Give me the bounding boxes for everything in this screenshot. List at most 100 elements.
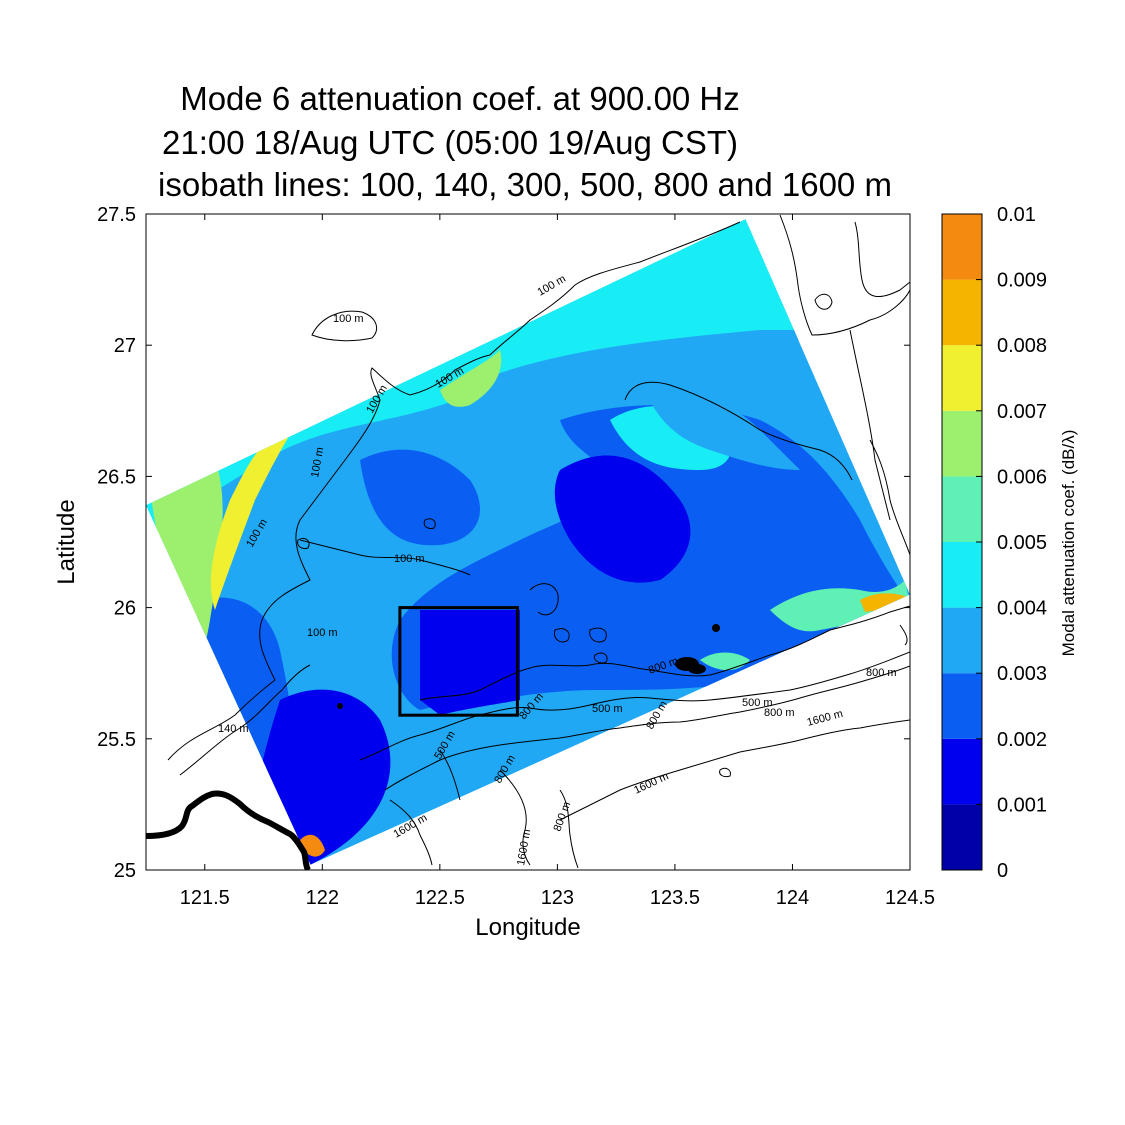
field-color-band <box>210 420 300 610</box>
isobath-100m-north <box>489 221 741 356</box>
isobath-100m-east <box>779 214 910 336</box>
colorbar-segment <box>942 345 982 411</box>
colorbar-tick-label: 0 <box>997 860 1008 882</box>
colorbar-tick-label: 0.002 <box>997 729 1047 751</box>
isobath-small-3 <box>553 628 570 643</box>
isobath-small-6 <box>593 652 608 664</box>
isobath-label: 100 m <box>307 627 338 639</box>
isobath-label: 100 m <box>536 273 568 299</box>
colorbar-tick-label: 0.008 <box>997 335 1047 357</box>
colorbar-segment <box>942 804 982 870</box>
x-axis: 121.5 122 122.5 123 123.5 124 124.5 <box>180 214 935 909</box>
y-tick-label: 27.5 <box>97 204 136 226</box>
isobath-small-2 <box>589 627 607 643</box>
x-tick-label: 123.5 <box>650 887 700 909</box>
isobath-label: 1600 m <box>515 828 533 866</box>
colorbar-tick-label: 0.007 <box>997 401 1047 423</box>
colorbar-tick-label: 0.001 <box>997 794 1047 816</box>
colorbar-segment <box>942 214 982 280</box>
isobath-100m-island <box>311 310 378 342</box>
y-tick-label: 26 <box>114 598 136 620</box>
isobath-small-5 <box>297 537 310 549</box>
chart-title-line-3: isobath lines: 100, 140, 300, 500, 800 a… <box>158 166 892 203</box>
colorbar-segment <box>942 673 982 739</box>
isobath-label: 100 m <box>394 553 425 565</box>
isobath-label: 500 m <box>742 697 773 709</box>
field-color-band <box>770 580 910 632</box>
colorbar-segment <box>942 738 982 805</box>
field-color-band <box>860 593 910 612</box>
x-tick-label: 121.5 <box>180 887 230 909</box>
x-tick-label: 122.5 <box>415 887 465 909</box>
y-axis: 25 25.5 26 26.5 27 27.5 <box>97 204 910 882</box>
field-color-band <box>700 652 750 671</box>
y-tick-label: 25 <box>114 860 136 882</box>
x-tick-label: 124 <box>776 887 809 909</box>
isobath-label: 1600 m <box>806 708 845 729</box>
isobath-140m <box>179 664 311 776</box>
chart-title-line-2: 21:00 18/Aug UTC (05:00 19/Aug CST) <box>162 124 738 161</box>
x-axis-label: Longitude <box>475 914 580 941</box>
isobath-shelf-edge-1 <box>419 605 910 701</box>
colorbar-segment <box>942 476 982 542</box>
isobath-trench-1 <box>499 769 531 866</box>
island-markers <box>337 624 720 709</box>
colorbar-tick-label: 0.006 <box>997 466 1047 488</box>
isobath-label: 1600 m <box>632 770 670 796</box>
colorbar-segment <box>942 607 982 674</box>
isobath-trench-2 <box>559 789 579 869</box>
field-color-band <box>150 460 223 670</box>
coastline <box>146 790 311 870</box>
y-tick-label: 25.5 <box>97 729 136 751</box>
isobath-label: 500 m <box>592 703 623 715</box>
colorbar-segment <box>942 410 982 477</box>
isobath-100m-west <box>167 354 491 761</box>
isobath-100m-ring <box>814 293 833 310</box>
isobath-100m-center <box>299 539 471 576</box>
colorbar-segment <box>942 542 982 608</box>
highlight-region-box <box>398 606 519 717</box>
isobath-label: 140 m <box>218 723 249 735</box>
isobath-small-1 <box>529 583 559 616</box>
plot-frame <box>145 213 911 871</box>
isobath-small-4 <box>423 518 436 529</box>
field-color-band <box>420 610 520 715</box>
colorbar-segment <box>942 279 982 346</box>
isobath-lines <box>167 214 910 869</box>
isobath-label: 100 m <box>333 313 364 325</box>
isobath-shelf-ne <box>849 329 891 521</box>
field-color-band <box>640 370 800 470</box>
isobath-300m-ridge <box>624 381 853 481</box>
isobath-label: 100 m <box>309 446 326 478</box>
isobath-1600m <box>559 719 910 821</box>
colorbar-label: Modal attenuation coef. (dB/λ) <box>1059 430 1078 657</box>
isobath-trench-4 <box>389 799 433 866</box>
isobath-ne-steps <box>869 439 910 556</box>
isobath-ne-loop <box>899 624 908 646</box>
y-tick-label: 27 <box>114 335 136 357</box>
colorbar-tick-label: 0.005 <box>997 532 1047 554</box>
isobath-label: 800 m <box>866 667 897 679</box>
isobath-500m <box>359 651 910 761</box>
isobath-label: 800 m <box>764 707 795 719</box>
field-color-band <box>480 330 800 430</box>
isobath-small-7 <box>719 767 731 778</box>
field-color-band <box>554 455 691 583</box>
isobath-label: 800 m <box>552 800 574 833</box>
colorbar: 0 0.001 0.002 0.003 0.004 0.005 0.006 0.007 0.00… <box>941 204 1047 882</box>
isobath-trench-3 <box>439 749 461 801</box>
chart-title-line-1: Mode 6 attenuation coef. at 900.00 Hz <box>180 80 740 117</box>
x-tick-label: 123 <box>541 887 574 909</box>
isobath-100m-ne <box>854 221 910 298</box>
field-color-band <box>360 449 480 546</box>
colorbar-tick-label: 0.009 <box>997 270 1047 292</box>
colorbar-tick-label: 0.004 <box>997 598 1047 620</box>
y-axis-label: Latitude <box>53 499 80 584</box>
colorbar-tick-label: 0.003 <box>997 663 1047 685</box>
y-tick-label: 26.5 <box>97 466 136 488</box>
colorbar-tick-label: 0.01 <box>997 204 1036 226</box>
x-tick-label: 122 <box>306 887 339 909</box>
isobath-800m <box>384 665 910 791</box>
field-color-band <box>440 350 502 407</box>
